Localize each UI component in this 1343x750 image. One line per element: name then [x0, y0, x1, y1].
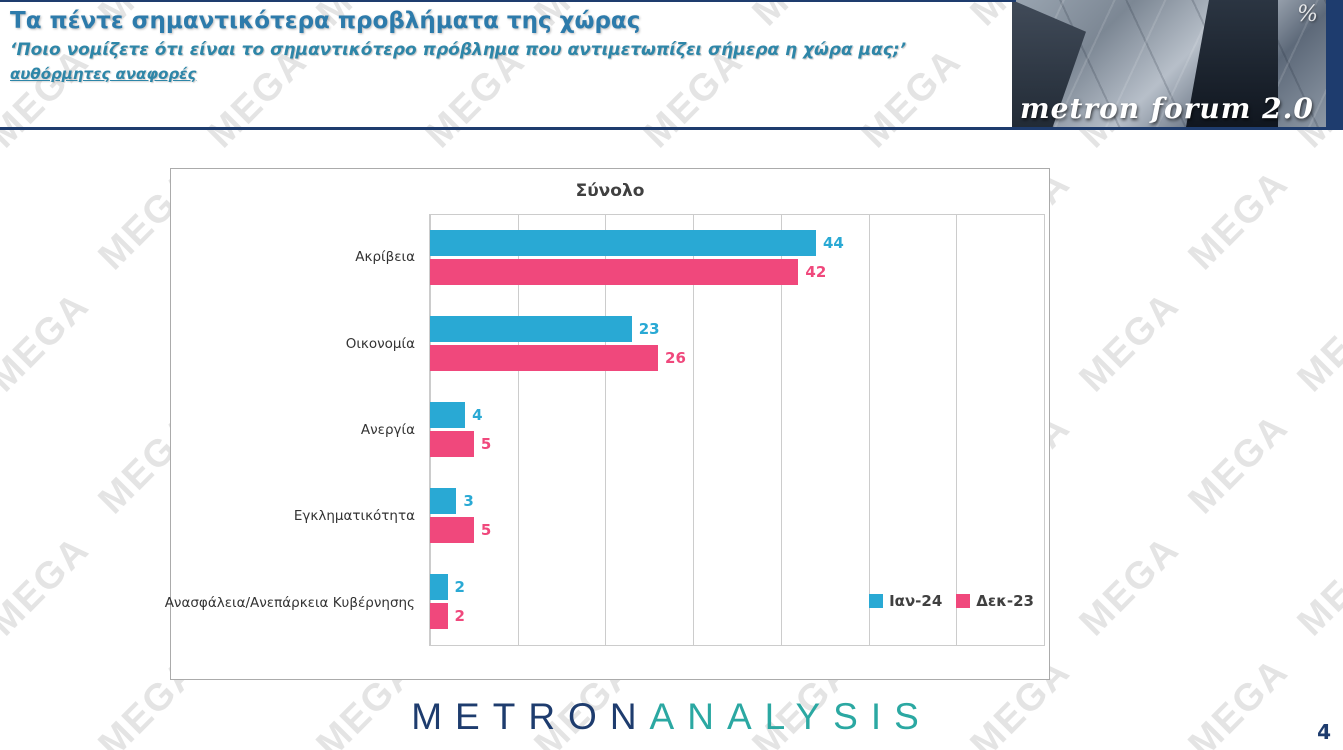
category-labels: Ακρίβεια Οικονομία Ανεργία Εγκληματικότητα Α…: [164, 214, 423, 646]
bar-Ιαν-24: [430, 402, 466, 428]
legend-item: Δεκ-23: [956, 592, 1034, 610]
category-label: Οικονομία: [345, 335, 415, 352]
legend-swatch: [956, 594, 971, 608]
bar-line: 42: [430, 259, 1044, 285]
page-subtitle: ‘Ποιο νομίζετε ότι είναι το σημαντικότερ…: [10, 40, 907, 60]
legend-swatch: [869, 594, 884, 608]
gridline: [1044, 215, 1045, 645]
watermark-text: MEGA: [1289, 528, 1343, 645]
bar-value: 4: [472, 406, 483, 424]
bar-line: 26: [430, 345, 1044, 371]
gridline: [956, 215, 958, 645]
brand-image: % metron forum 2.0: [1012, 0, 1326, 127]
brand-logo-text: metron forum 2.0: [1020, 92, 1314, 125]
gridline: [430, 215, 431, 645]
watermark-text: MEGA: [1289, 284, 1343, 401]
bar-line: 4: [430, 402, 1044, 428]
bar-value: 5: [480, 435, 492, 453]
plot-area: 44 42 23 26 4 5 3 5 2 2 Ιαν-24 Δεκ-23: [429, 214, 1045, 646]
watermark-text: MEGA: [1071, 284, 1188, 401]
bar-value: 5: [480, 521, 492, 539]
bar-Ιαν-24: [430, 574, 448, 600]
chart-container: Σύνολο Ακρίβεια Οικονομία Ανεργία Εγκληματι…: [164, 168, 1050, 680]
bar-Δεκ-23: [430, 517, 474, 543]
bar-value: 44: [822, 234, 844, 252]
watermark-text: MEGA: [0, 284, 98, 401]
gridline: [868, 215, 870, 645]
bar-line: 44: [430, 230, 1044, 256]
header-top-line: [0, 0, 1016, 2]
bar-value: 23: [638, 320, 660, 338]
header-edge-strip: [1326, 0, 1343, 130]
bar-line: 3: [430, 488, 1044, 514]
bar-Ιαν-24: [430, 230, 816, 256]
page-number: 4: [1317, 720, 1331, 744]
footer-logo: METRONANALYSIS: [0, 696, 1343, 738]
category-label: Εγκληματικότητα: [293, 508, 415, 525]
bar-Ιαν-24: [430, 316, 632, 342]
chart-legend: Ιαν-24 Δεκ-23: [869, 592, 1034, 610]
watermark-text: MEGA: [0, 528, 98, 645]
bar-line: 2: [430, 574, 1044, 600]
chart-rows: 44 42 23 26 4 5 3 5 2 2: [430, 215, 1044, 645]
legend-item: Ιαν-24: [869, 592, 942, 610]
bar-line: 5: [430, 431, 1044, 457]
gridline: [605, 215, 607, 645]
bar-value: 2: [454, 607, 465, 625]
bar-Δεκ-23: [430, 345, 659, 371]
bar-Ιαν-24: [430, 488, 457, 514]
bar-group: 23 26: [430, 301, 1044, 387]
bar-Δεκ-23: [430, 259, 799, 285]
chart-title: Σύνολο: [575, 181, 645, 201]
page-note: αυθόρμητες αναφορές: [10, 65, 197, 83]
bar-value: 26: [665, 349, 686, 367]
percent-icon: %: [1297, 2, 1318, 27]
bar-value: 3: [463, 492, 474, 510]
logo-analysis-text: ANALYSIS: [649, 696, 932, 737]
watermark-text: MEGA: [1180, 162, 1297, 279]
bar-value: 2: [454, 578, 465, 596]
bar-line: 5: [430, 517, 1044, 543]
bar-line: 2: [430, 603, 1044, 629]
legend-label: Ιαν-24: [889, 592, 943, 610]
watermark-text: MEGA: [1071, 528, 1188, 645]
slide-header: Τα πέντε σημαντικότερα προβλήματα της χώ…: [0, 0, 1343, 130]
bar-value: 42: [805, 263, 827, 281]
category-label: Ανασφάλεια/Ανεπάρκεια Κυβέρνησης: [164, 594, 415, 611]
gridline: [780, 215, 782, 645]
header-text-block: Τα πέντε σημαντικότερα προβλήματα της χώ…: [10, 8, 906, 83]
gridline: [693, 215, 695, 645]
logo-metron-text: METRON: [411, 696, 650, 737]
header-divider: [0, 127, 1343, 130]
category-label: Ανεργία: [360, 421, 415, 438]
page-title: Τα πέντε σημαντικότερα προβλήματα της χώ…: [10, 8, 641, 34]
legend-label: Δεκ-23: [976, 592, 1034, 610]
bar-Δεκ-23: [430, 431, 474, 457]
bar-line: 23: [430, 316, 1044, 342]
gridline: [517, 215, 519, 645]
bar-Δεκ-23: [430, 603, 448, 629]
category-label: Ακρίβεια: [355, 249, 415, 266]
bar-group: 44 42: [430, 215, 1044, 301]
watermark-text: MEGA: [1180, 406, 1297, 523]
